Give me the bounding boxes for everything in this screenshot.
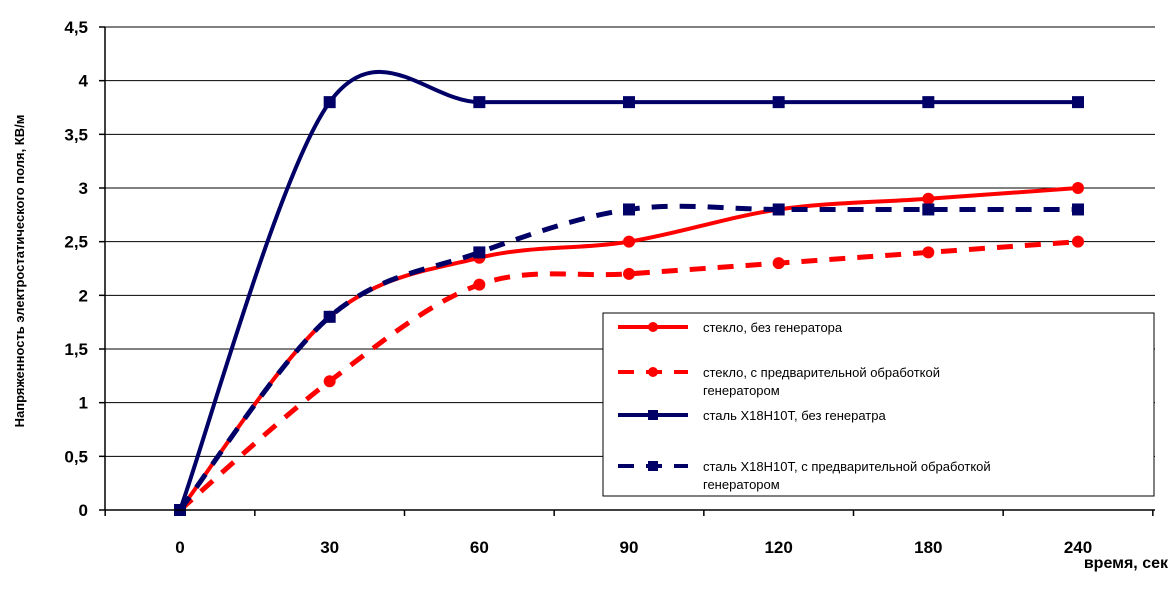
data-point: [922, 203, 935, 216]
legend-marker: [648, 461, 658, 471]
y-tick-label: 0: [79, 501, 88, 520]
data-point: [922, 192, 935, 205]
x-tick-label: 180: [914, 538, 942, 557]
x-tick-label: 30: [320, 538, 339, 557]
data-point: [473, 96, 486, 109]
legend-entry: стекло, с предварительной обработкой гене…: [618, 365, 940, 398]
legend: стекло, без генератора стекло, с предвари…: [602, 312, 1155, 497]
y-tick-label: 3,5: [64, 125, 88, 144]
legend-label: сталь Х18Н10Т, с предварительной обработ…: [703, 459, 991, 492]
legend-box: [602, 312, 1155, 497]
legend-marker: [648, 367, 658, 377]
series-layer: [174, 69, 1084, 516]
data-point: [1072, 182, 1084, 194]
data-point: [772, 96, 785, 109]
y-tick-label: 4,5: [64, 18, 88, 37]
legend-label: стекло, без генератора: [703, 320, 843, 335]
y-axis-title: Напряженность электростатического поля, …: [12, 115, 27, 428]
legend-label: стекло, с предварительной обработкой гене…: [703, 365, 940, 398]
x-tick-label: 90: [620, 538, 639, 557]
data-point: [772, 203, 785, 216]
data-point: [473, 246, 486, 259]
y-tick-label: 0,5: [64, 447, 88, 466]
legend-marker: [648, 322, 658, 332]
legend-entry: сталь Х18Н10Т, без генератра: [618, 408, 886, 423]
data-point: [922, 96, 935, 109]
data-point: [473, 278, 486, 291]
data-point: [772, 257, 785, 270]
y-tick-label: 2,5: [64, 233, 88, 252]
x-tick-label: 0: [175, 538, 184, 557]
data-point: [922, 246, 935, 259]
y-tick-label: 2: [79, 286, 88, 305]
data-point: [623, 235, 635, 248]
legend-entry: стекло, без генератора: [618, 320, 843, 335]
y-tick-labels: 0 0,5 1 1,5 2 2,5 3 3,5 4 4,5: [64, 18, 88, 520]
data-point: [1072, 96, 1084, 109]
series-line: [178, 203, 1078, 512]
legend-entry: сталь Х18Н10Т, с предварительной обработ…: [618, 459, 991, 492]
x-tick-label: 60: [470, 538, 489, 557]
data-point: [323, 375, 336, 388]
y-tick-label: 1,5: [64, 340, 88, 359]
y-tick-label: 4: [79, 72, 89, 91]
x-tick-labels: 0 30 60 90 120 180 240: [175, 538, 1092, 557]
data-point: [623, 96, 635, 109]
data-point: [623, 267, 635, 280]
series-line: [178, 69, 1078, 511]
data-point: [323, 310, 336, 323]
data-point: [323, 96, 336, 109]
series-2: [174, 235, 1084, 516]
data-point: [1072, 235, 1084, 248]
x-tick-label: 120: [764, 538, 792, 557]
legend-label: сталь Х18Н10Т, без генератра: [703, 408, 886, 423]
data-point: [623, 203, 635, 216]
y-tick-label: 3: [79, 179, 88, 198]
legend-marker: [648, 410, 658, 420]
axes: [104, 27, 1155, 511]
data-point: [1072, 203, 1084, 216]
x-tick-label: 240: [1064, 538, 1092, 557]
y-tick-label: 1: [79, 394, 88, 413]
series-4: [174, 203, 1084, 516]
x-axis-title: время, сек: [1084, 555, 1169, 572]
